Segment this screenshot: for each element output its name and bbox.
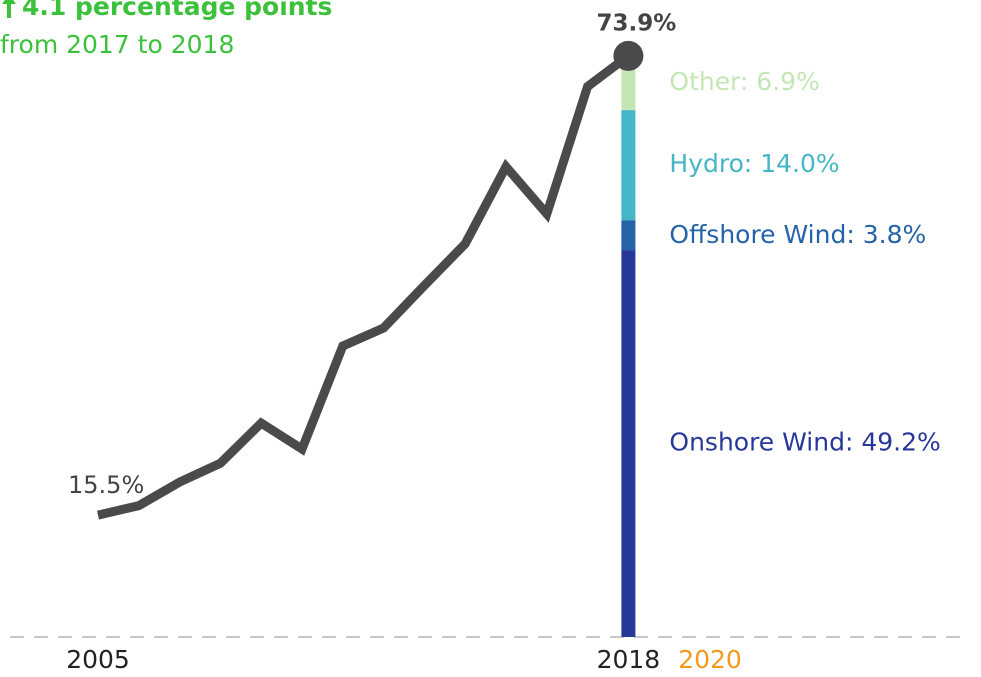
- x-tick-label: 2005: [66, 645, 130, 674]
- stack-segment: [621, 220, 636, 251]
- x-tick-label: 2020: [678, 645, 742, 674]
- title: 4.1 percentage points: [22, 0, 332, 21]
- stack-segment: [621, 250, 636, 637]
- stack-label: Hydro: 14.0%: [669, 149, 839, 178]
- stack-label: Other: 6.9%: [669, 67, 819, 96]
- subtitle: from 2017 to 2018: [0, 30, 234, 59]
- value-label: 15.5%: [68, 471, 144, 499]
- stack-label: Offshore Wind: 3.8%: [669, 220, 926, 249]
- line: [96, 52, 632, 520]
- value-label: 73.9%: [597, 10, 677, 36]
- stack-segment: [621, 110, 636, 221]
- up-arrow: [2, 0, 16, 18]
- x-tick-label: 2018: [597, 645, 661, 674]
- stack-label: Onshore Wind: 49.2%: [669, 428, 940, 457]
- end-dot: [613, 40, 644, 71]
